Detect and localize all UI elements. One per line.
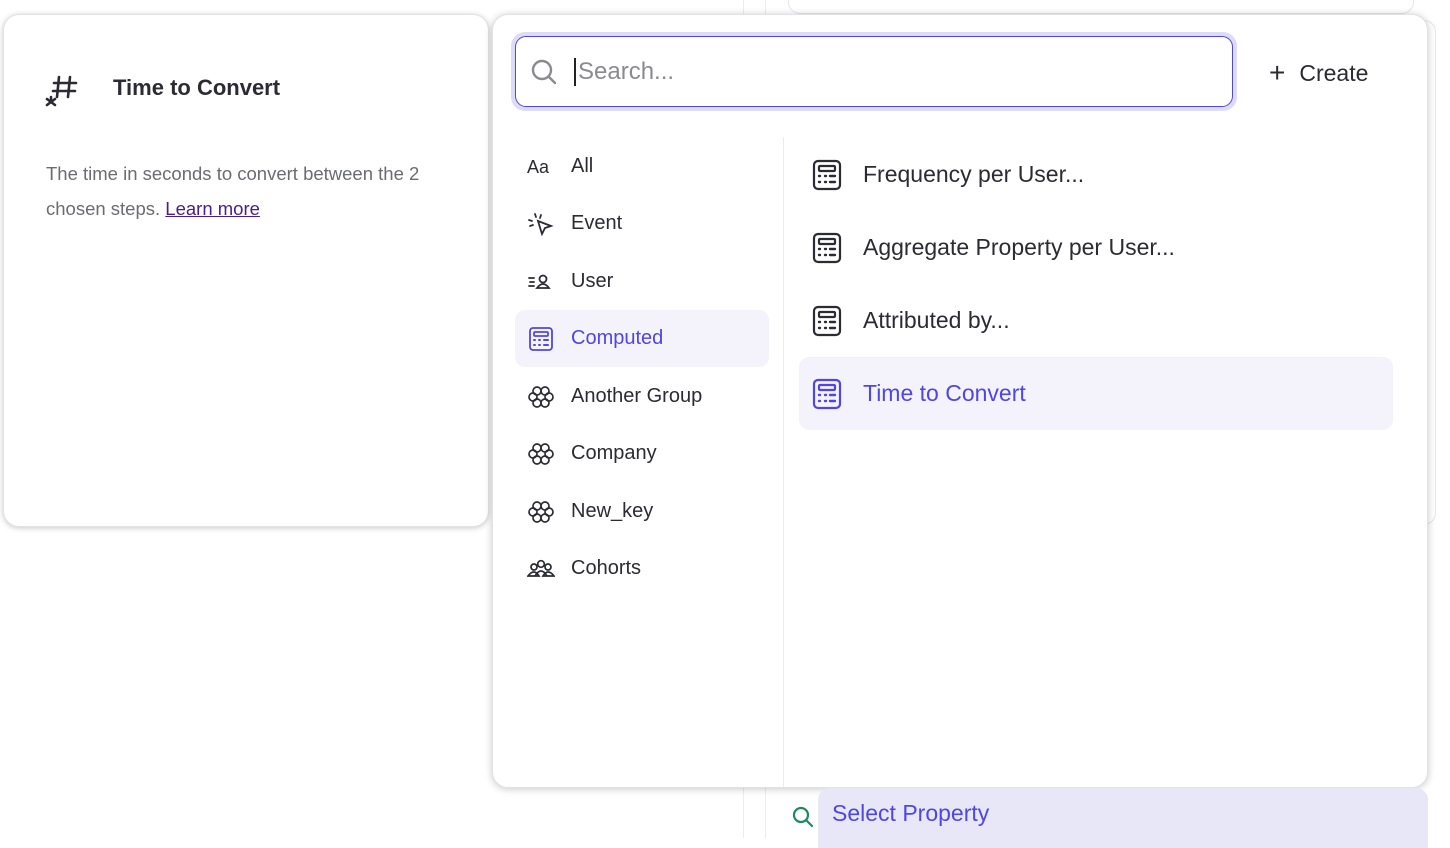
option-label: Frequency per User... — [863, 161, 1085, 187]
option-label: Time to Convert — [863, 380, 1026, 406]
svg-text:Aa: Aa — [527, 157, 550, 177]
option-label: Aggregate Property per User... — [863, 234, 1175, 260]
select-property-button[interactable]: Select Property — [818, 788, 1428, 848]
category-label: All — [571, 155, 594, 177]
calculator-icon — [812, 159, 842, 190]
category-another-group[interactable]: Another Group — [515, 368, 769, 425]
text-aa-icon: Aa — [527, 157, 550, 177]
column-divider — [783, 137, 784, 787]
category-computed[interactable]: Computed — [515, 310, 769, 367]
search-icon — [792, 806, 814, 828]
cursor-click-icon — [528, 212, 554, 236]
category-all[interactable]: Aa All — [515, 138, 769, 195]
option-time-to-convert[interactable]: Time to Convert — [799, 357, 1393, 430]
property-picker-dropdown: + Create Aa All Event User Computed Anoth… — [492, 14, 1428, 788]
group-flower-icon — [528, 385, 554, 408]
create-button[interactable]: + Create — [1269, 57, 1368, 89]
calculator-icon — [812, 232, 842, 263]
learn-more-link[interactable]: Learn more — [165, 198, 260, 219]
group-flower-icon — [528, 442, 554, 465]
option-label: Attributed by... — [863, 307, 1010, 333]
category-label: User — [571, 270, 614, 292]
info-card: Time to Convert The time in seconds to c… — [3, 14, 489, 527]
info-card-title: Time to Convert — [113, 75, 281, 100]
category-label: Another Group — [571, 385, 703, 407]
category-label: New_key — [571, 500, 654, 522]
category-cohorts[interactable]: Cohorts — [515, 540, 769, 597]
calculator-icon — [812, 378, 842, 409]
plus-icon: + — [1269, 57, 1286, 88]
info-card-description: The time in seconds to convert between t… — [46, 156, 446, 226]
category-user[interactable]: User — [515, 253, 769, 310]
option-aggregate-property-per-user[interactable]: Aggregate Property per User... — [799, 211, 1393, 284]
category-new-key[interactable]: New_key — [515, 483, 769, 540]
user-list-icon — [528, 274, 551, 289]
category-company[interactable]: Company — [515, 425, 769, 482]
category-label: Computed — [571, 327, 664, 349]
category-event[interactable]: Event — [515, 195, 769, 252]
category-label: Company — [571, 442, 657, 464]
search-box — [511, 32, 1237, 111]
category-label: Event — [571, 212, 623, 234]
option-attributed-by[interactable]: Attributed by... — [799, 284, 1393, 357]
background-card — [788, 0, 1414, 14]
cohorts-icon — [527, 559, 555, 577]
group-flower-icon — [528, 500, 554, 523]
category-label: Cohorts — [571, 557, 642, 579]
description-text: The time in seconds to convert between t… — [46, 163, 420, 219]
calculator-icon — [812, 305, 842, 336]
calculator-icon — [529, 326, 553, 351]
search-icon — [531, 59, 557, 84]
option-frequency-per-user[interactable]: Frequency per User... — [799, 138, 1393, 211]
search-input[interactable] — [574, 57, 1174, 86]
create-label: Create — [1299, 59, 1369, 86]
hash-asterisk-icon — [45, 75, 78, 107]
